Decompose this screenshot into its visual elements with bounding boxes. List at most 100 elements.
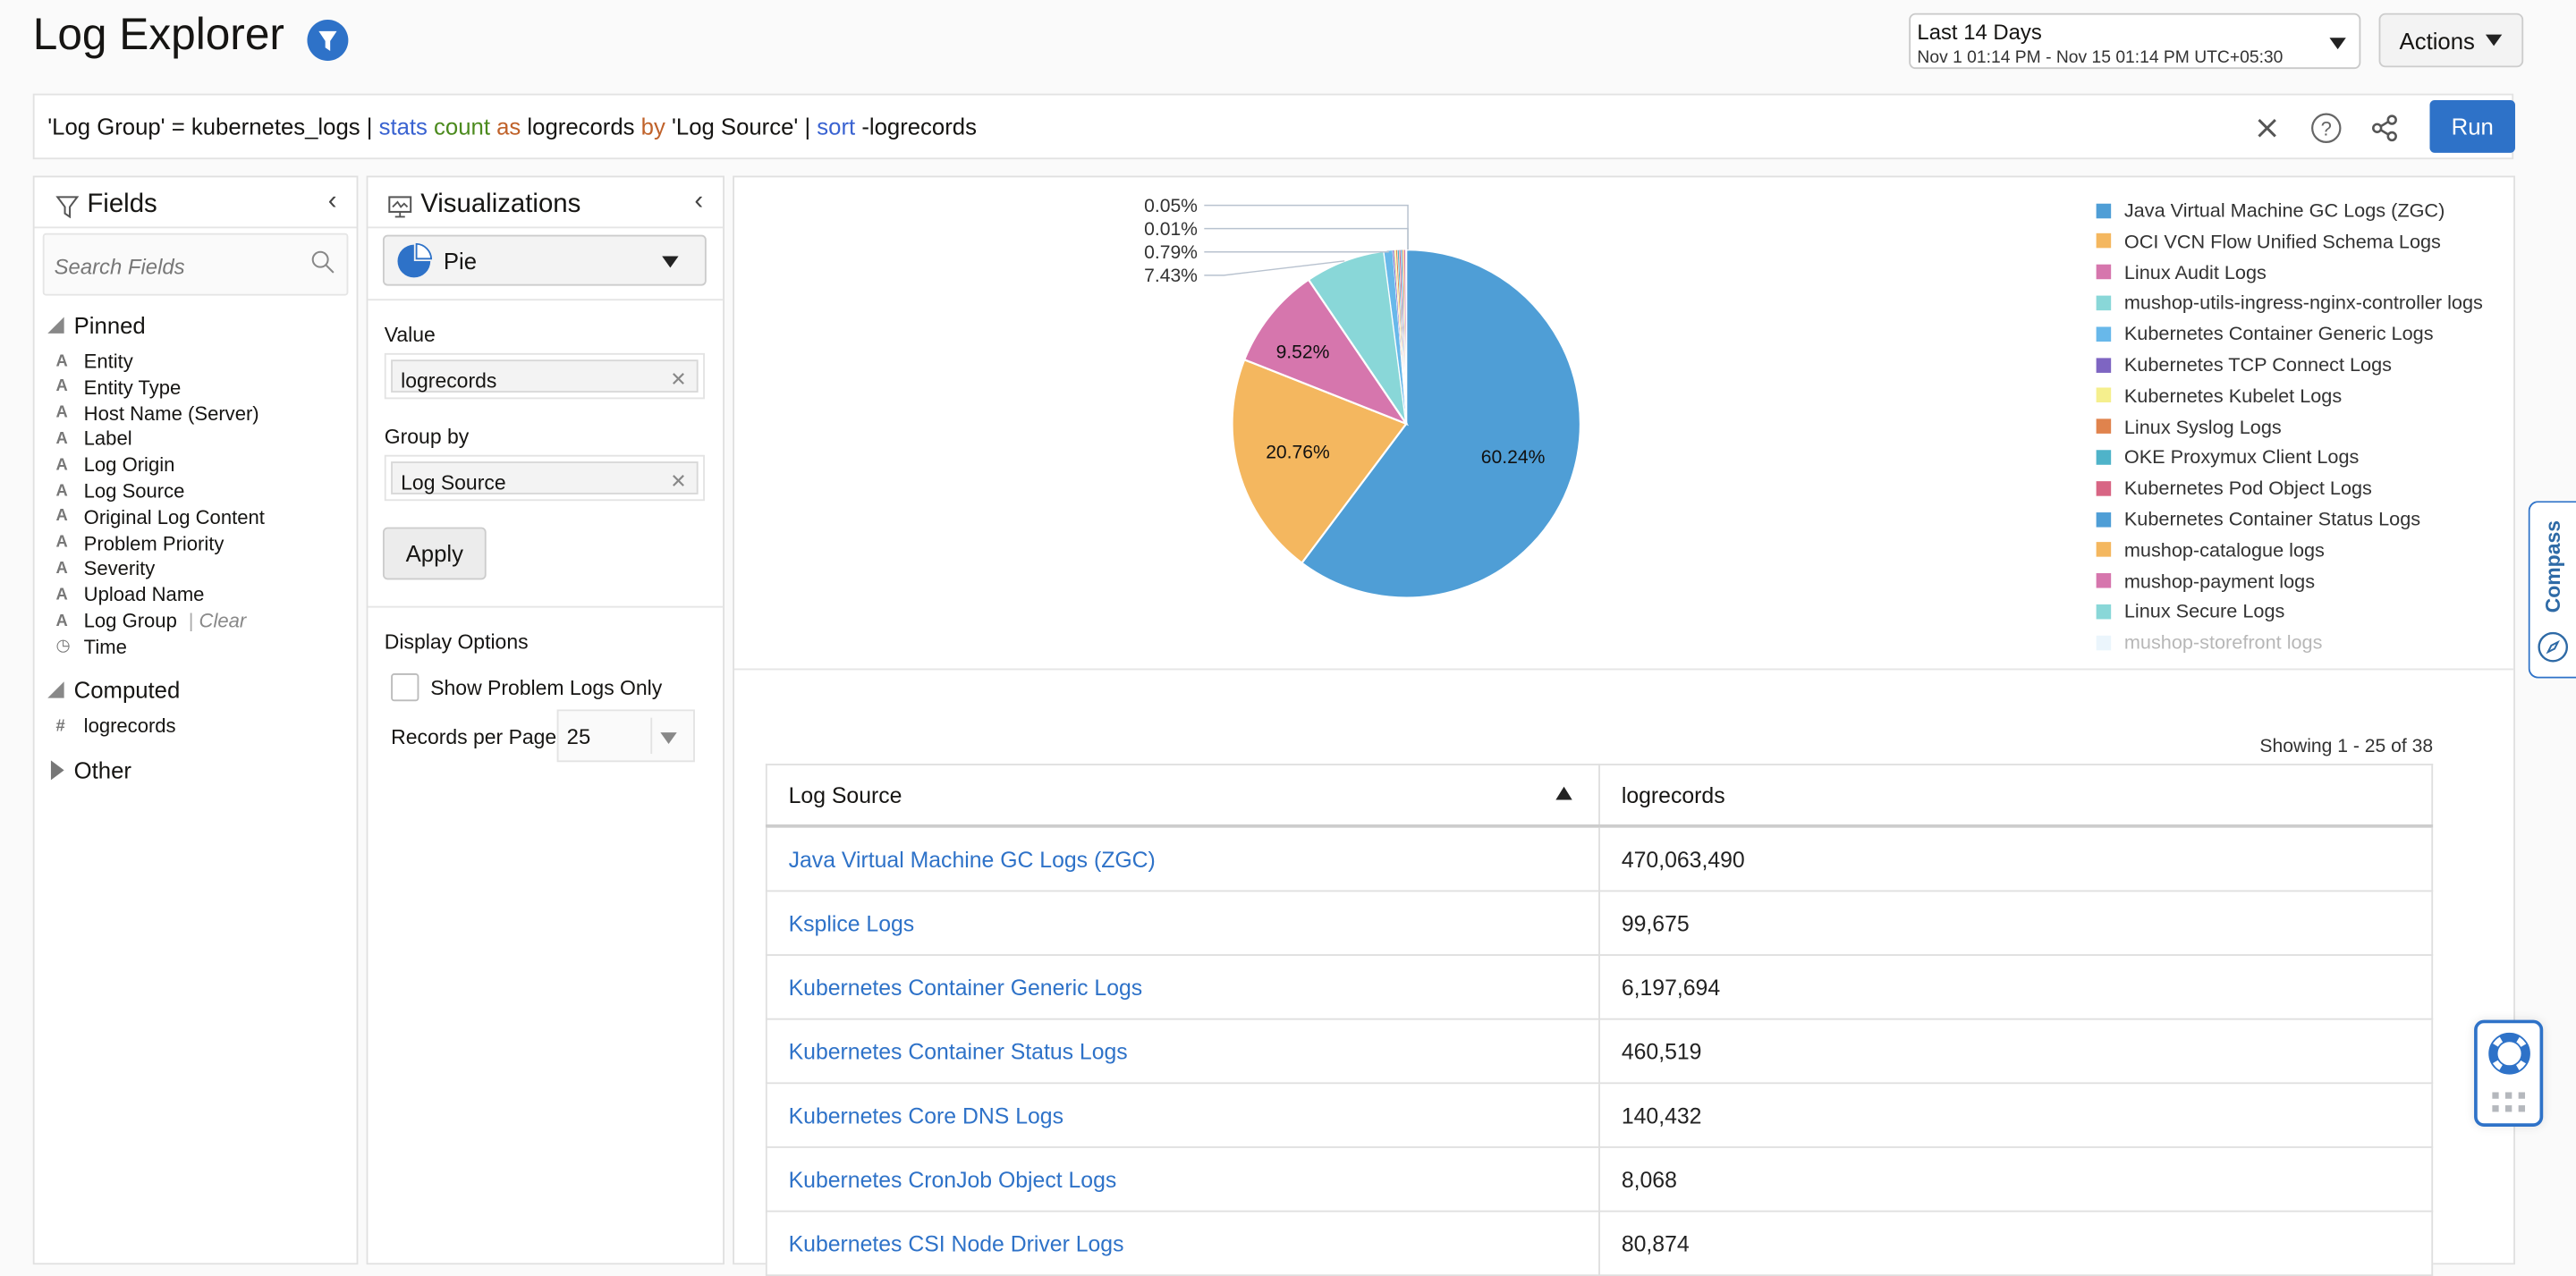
- leader-line: [1204, 227, 1409, 250]
- help-widget[interactable]: [2474, 1019, 2544, 1127]
- search-icon[interactable]: [310, 249, 335, 275]
- search-fields-input[interactable]: Search Fields: [42, 232, 349, 296]
- time-range-dropdown[interactable]: Last 14 Days Nov 1 01:14 PM - Nov 15 01:…: [1909, 13, 2361, 70]
- share-icon[interactable]: [2366, 108, 2405, 148]
- pinned-label: Pinned: [73, 311, 146, 339]
- legend-item[interactable]: Kubernetes Container Generic Logs: [2096, 322, 2434, 345]
- pie-slice[interactable]: [1231, 358, 1408, 565]
- legend-item[interactable]: Java Virtual Machine GC Logs (ZGC): [2096, 199, 2445, 222]
- log-source-link[interactable]: Java Virtual Machine GC Logs (ZGC): [765, 824, 1600, 892]
- filter-icon[interactable]: [307, 20, 349, 61]
- legend-item[interactable]: Linux Secure Logs: [2096, 600, 2284, 623]
- query-bar[interactable]: 'Log Group' = kubernetes_logs | stats co…: [32, 93, 2515, 160]
- apply-button[interactable]: Apply: [382, 527, 487, 580]
- field-item[interactable]: A Label: [55, 427, 131, 451]
- legend-item[interactable]: mushop-payment logs: [2096, 570, 2315, 592]
- field-item[interactable]: A Problem Priority: [55, 531, 224, 554]
- remove-icon[interactable]: ✕: [670, 469, 687, 494]
- pie-slice[interactable]: [1405, 249, 1407, 424]
- lifebuoy-icon: [2488, 1032, 2530, 1075]
- page-title: Log Explorer: [32, 10, 284, 60]
- field-item[interactable]: ◷ Time: [55, 635, 126, 658]
- field-item-logrecords[interactable]: # logrecords: [55, 714, 175, 738]
- field-item[interactable]: A Log Group | Clear: [55, 609, 246, 632]
- visualization-type-label: Pie: [443, 248, 478, 275]
- table-row: Kubernetes Container Status Logs 460,519: [765, 1018, 2434, 1085]
- query-token: count: [434, 113, 490, 140]
- field-item[interactable]: A Upload Name: [55, 583, 204, 606]
- records-per-page-select[interactable]: 25: [556, 709, 695, 763]
- compass-tab[interactable]: Compass: [2528, 501, 2576, 679]
- legend-swatch: [2096, 325, 2112, 342]
- slice-label: 9.52%: [1276, 342, 1330, 362]
- field-item[interactable]: A Log Source: [55, 479, 184, 503]
- log-source-link[interactable]: Kubernetes Core DNS Logs: [765, 1082, 1600, 1148]
- field-item[interactable]: A Severity: [55, 557, 155, 580]
- log-source-link[interactable]: Kubernetes CSI Node Driver Logs: [765, 1210, 1600, 1276]
- legend-label: Kubernetes Pod Object Logs: [2123, 476, 2372, 500]
- clear-query-icon[interactable]: [2248, 108, 2287, 148]
- field-label: Entity Type: [83, 376, 182, 399]
- clear-link[interactable]: | Clear: [188, 609, 247, 633]
- visualizations-panel: Visualizations ‹ Pie Value logrecords ✕ G…: [366, 175, 724, 1265]
- legend-item[interactable]: mushop-catalogue logs: [2096, 538, 2325, 562]
- log-source-link[interactable]: Kubernetes Container Generic Logs: [765, 954, 1600, 1020]
- logrecords-cell: 99,675: [1598, 890, 2434, 956]
- actions-button[interactable]: Actions: [2378, 13, 2524, 68]
- field-item[interactable]: A Entity Type: [55, 376, 181, 399]
- run-button[interactable]: Run: [2429, 100, 2515, 153]
- logrecords-cell: 8,068: [1598, 1146, 2434, 1213]
- sort-ascending-icon[interactable]: [1555, 786, 1572, 800]
- collapse-fields-icon[interactable]: ‹: [327, 187, 337, 215]
- compass-icon: [2538, 631, 2569, 663]
- chevron-down-icon: [2486, 34, 2504, 46]
- field-item[interactable]: A Entity: [55, 350, 132, 373]
- field-item[interactable]: A Host Name (Server): [55, 401, 258, 425]
- legend-item[interactable]: Linux Syslog Logs: [2096, 415, 2282, 438]
- query-input[interactable]: 'Log Group' = kubernetes_logs | stats co…: [47, 114, 977, 139]
- legend-item[interactable]: Kubernetes Pod Object Logs: [2096, 476, 2372, 500]
- visualization-type-dropdown[interactable]: Pie: [382, 234, 707, 286]
- show-problem-logs-checkbox[interactable]: [391, 673, 419, 702]
- help-icon[interactable]: ?: [2307, 108, 2346, 148]
- log-source-link[interactable]: Kubernetes Container Status Logs: [765, 1018, 1600, 1085]
- logrecords-cell: 140,432: [1598, 1082, 2434, 1148]
- legend-item[interactable]: Kubernetes Kubelet Logs: [2096, 384, 2342, 407]
- column-header-logrecords[interactable]: logrecords: [1598, 764, 2434, 828]
- group-by-label: Group by: [384, 425, 470, 449]
- logrecords-cell: 470,063,490: [1598, 824, 2434, 892]
- legend-label: Linux Audit Logs: [2123, 260, 2267, 284]
- group-by-field[interactable]: Log Source ✕: [384, 454, 705, 502]
- remove-icon[interactable]: ✕: [670, 368, 687, 392]
- group-by-field-text: Log Source: [401, 471, 506, 494]
- compass-label: Compass: [2541, 520, 2565, 613]
- legend-swatch: [2096, 202, 2112, 218]
- legend-item[interactable]: mushop-utils-ingress-nginx-controller lo…: [2096, 292, 2483, 315]
- collapse-visualizations-icon[interactable]: ‹: [694, 187, 704, 215]
- records-per-page-value: 25: [566, 723, 591, 749]
- pie-slice[interactable]: [1242, 278, 1410, 427]
- legend-item[interactable]: Kubernetes Container Status Logs: [2096, 508, 2420, 530]
- field-item[interactable]: A Original Log Content: [55, 505, 264, 528]
- column-label: logrecords: [1621, 782, 1725, 807]
- table-row: Kubernetes Core DNS Logs 140,432: [765, 1082, 2434, 1148]
- value-field[interactable]: logrecords ✕: [384, 352, 705, 400]
- pie-slice[interactable]: [1300, 249, 1581, 599]
- column-header-log-source[interactable]: Log Source: [765, 764, 1600, 828]
- records-per-page-label: Records per Page: [391, 725, 557, 749]
- legend-swatch: [2096, 480, 2112, 496]
- log-source-link[interactable]: Kubernetes CronJob Object Logs: [765, 1146, 1600, 1213]
- computed-section-toggle[interactable]: Computed: [47, 677, 180, 703]
- legend-item[interactable]: Linux Audit Logs: [2096, 260, 2267, 284]
- legend-item[interactable]: OCI VCN Flow Unified Schema Logs: [2096, 230, 2441, 252]
- field-item[interactable]: A Log Origin: [55, 453, 174, 477]
- legend-item[interactable]: mushop-storefront logs: [2096, 631, 2322, 654]
- pinned-section-toggle[interactable]: Pinned: [47, 311, 146, 339]
- query-token: stats: [378, 113, 428, 140]
- legend-item[interactable]: Kubernetes TCP Connect Logs: [2096, 353, 2392, 376]
- visualizations-header: Visualizations ‹: [368, 177, 724, 229]
- log-source-link[interactable]: Ksplice Logs: [765, 890, 1600, 956]
- legend-item[interactable]: OKE Proxymux Client Logs: [2096, 445, 2359, 469]
- other-section-toggle[interactable]: Other: [50, 757, 131, 783]
